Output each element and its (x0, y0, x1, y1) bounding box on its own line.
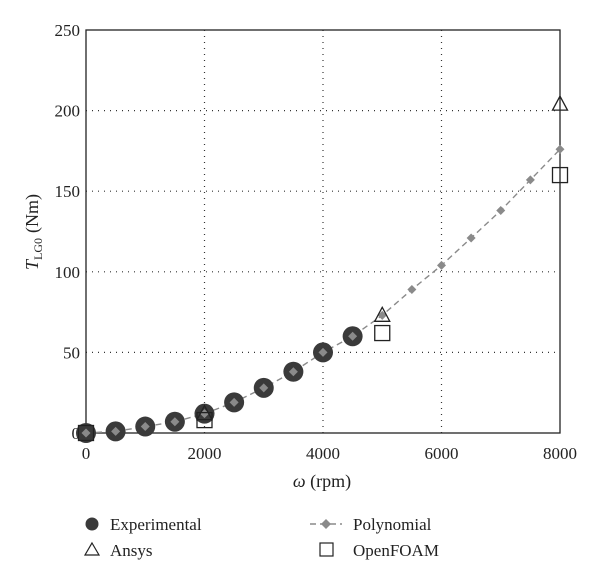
polynomial-point (348, 331, 358, 341)
polynomial-point (229, 397, 239, 407)
legend-marker-experimental (85, 517, 99, 531)
polynomial-point (407, 285, 417, 295)
legend-label-polynomial: Polynomial (353, 515, 432, 534)
tick-labels: 0 2000 4000 6000 8000 0 50 100 150 200 250 (55, 21, 578, 463)
legend-item-ansys: Ansys (83, 541, 153, 560)
x-axis-title: ω (rpm) (293, 471, 351, 492)
openfoam-point (374, 324, 391, 342)
legend-item-openfoam: OpenFOAM (319, 541, 439, 560)
y-tick-label: 100 (55, 263, 81, 282)
y-tick-label: 0 (72, 424, 81, 443)
polynomial-point (81, 428, 91, 438)
polynomial-point (318, 347, 328, 357)
series-layer (76, 94, 569, 443)
legend-item-polynomial: Polynomial (310, 515, 432, 534)
legend-label-openfoam: OpenFOAM (353, 541, 439, 560)
polynomial-point (377, 310, 387, 320)
x-tick-label: 6000 (425, 444, 459, 463)
grid-lines (86, 30, 560, 433)
polynomial-point (555, 144, 565, 154)
x-tick-label: 0 (82, 444, 91, 463)
plot-frame (85, 29, 561, 434)
x-tick-label: 2000 (188, 444, 222, 463)
polynomial-point (437, 260, 446, 270)
polynomial-point (466, 233, 476, 243)
polynomial-point (140, 422, 150, 432)
y-tick-label: 200 (55, 102, 81, 121)
polynomial-point (496, 206, 506, 216)
x-tick-label: 4000 (306, 444, 340, 463)
legend-marker-ansys (83, 541, 101, 556)
legend-item-experimental: Experimental (85, 515, 202, 534)
openfoam-point (77, 424, 95, 442)
polynomial-point (170, 417, 180, 427)
polynomial-point (288, 367, 298, 377)
legend-label-ansys: Ansys (110, 541, 153, 560)
y-tick-label: 150 (55, 182, 81, 201)
polynomial-point (200, 409, 209, 419)
polynomial-point (259, 383, 269, 393)
legend-marker-openfoam (319, 542, 334, 557)
ansys-point (551, 94, 569, 111)
y-axis-title: TLG0(Nm) (22, 194, 45, 270)
polynomial-point (111, 426, 121, 436)
y-tick-label: 250 (55, 21, 81, 40)
polynomial-point (525, 175, 535, 185)
legend-label-experimental: Experimental (110, 515, 202, 534)
legend: Experimental Polynomial Ansys OpenFOAM (83, 515, 439, 560)
openfoam-point (551, 166, 569, 184)
ansys-point (373, 305, 391, 322)
openfoam-point (196, 411, 213, 429)
x-tick-label: 8000 (543, 444, 577, 463)
y-tick-label: 50 (63, 343, 80, 362)
legend-marker-polynomial (321, 519, 331, 529)
